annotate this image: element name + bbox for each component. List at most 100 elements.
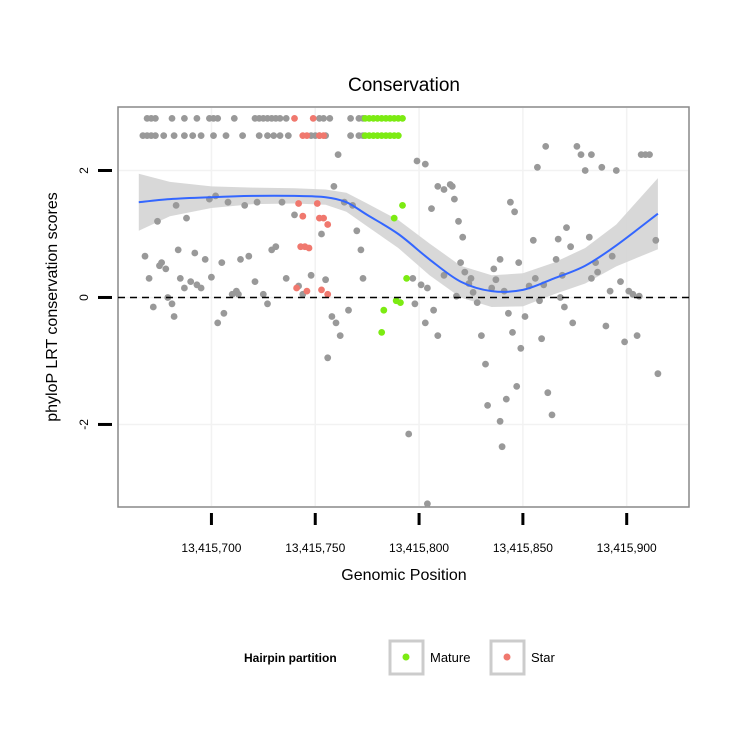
data-point-other [245,252,253,260]
data-point-other [521,313,529,320]
data-point-other [608,252,616,260]
y-tick-label: 2 [77,167,91,174]
data-point-star [320,214,327,222]
data-point-star [303,132,311,140]
data-point-other [529,236,537,244]
data-point-other [170,132,178,140]
data-point-star [295,200,302,207]
data-point-other [181,132,188,140]
data-point-other [511,208,518,216]
data-point-other [531,275,539,282]
data-point-other [635,292,643,300]
data-point-star [324,221,332,228]
legend-label-star: Star [531,650,556,665]
data-point-other [152,132,159,140]
data-point-other [230,115,238,122]
data-point-other [160,132,168,140]
data-point-other [428,205,435,213]
data-point-mature [380,306,388,314]
data-point-other [556,294,564,301]
data-point-other [602,322,610,330]
data-point-other [270,132,278,140]
data-point-mature [378,329,386,336]
data-point-other [251,278,259,285]
x-tick-label: 13,415,750 [285,541,345,555]
data-point-star [291,115,298,122]
data-point-other [357,246,365,254]
points-mature-series [361,115,410,336]
data-point-other [455,217,462,225]
data-point-other [542,143,550,150]
data-point-other [606,287,614,295]
data-point-other [197,132,205,140]
data-point-other [359,275,367,282]
data-point-other [324,354,332,362]
smooth-confidence-band [138,173,658,307]
data-point-other [633,332,641,339]
data-point-other [320,115,327,122]
grid-lines [119,108,688,506]
data-point-other [322,276,329,284]
data-point-other [459,233,467,241]
data-point-other [569,319,577,327]
x-tick-label: 13,415,800 [389,541,449,555]
data-point-other [577,151,585,159]
data-point-other [328,313,336,320]
data-point-other [517,344,525,352]
data-point-other [612,167,620,174]
data-point-other [617,278,624,285]
data-point-other [588,275,595,282]
y-tick-label: -2 [77,419,91,430]
data-point-mature [399,202,406,209]
data-point-other [484,402,491,409]
data-point-star [293,284,300,292]
data-point-other [330,183,338,190]
data-point-other [573,143,581,150]
data-point-other [218,259,226,266]
plot-panel [117,106,690,508]
data-point-other [581,167,589,174]
data-point-other [214,115,222,122]
data-point-other [440,271,448,279]
data-point-star [320,132,327,140]
data-point-other [490,265,498,273]
data-point-other [191,249,199,257]
data-point-other [451,195,458,203]
legend: Hairpin partition Mature Star [244,639,556,676]
data-point-other [629,290,637,298]
data-point-star [305,244,313,252]
data-point-other [170,313,178,320]
data-point-other [276,115,284,122]
data-point-other [534,163,541,171]
data-point-other [405,430,413,438]
data-point-other [411,300,419,308]
x-tick-label: 13,415,700 [181,541,241,555]
data-point-other [434,183,442,190]
data-point-star [324,290,332,298]
data-point-other [264,132,271,140]
data-point-other [141,252,149,260]
data-point-other [654,370,662,378]
data-point-other [621,338,628,346]
data-point-other [421,160,429,168]
data-point-other [174,246,182,254]
data-point-other [208,273,215,281]
data-point-other [162,265,170,273]
data-point-other [145,275,153,282]
data-point-other [467,275,475,282]
data-point-other [417,281,425,289]
data-point-other [652,236,660,244]
data-point-other [318,230,325,238]
legend-title: Hairpin partition [244,651,337,665]
data-point-mature [403,275,410,282]
data-point-other [307,271,315,279]
data-point-star [309,115,317,122]
data-point-other [505,309,512,317]
y-axis: -2 0 2 [77,167,112,430]
data-point-other [413,157,421,165]
data-point-other [181,115,188,122]
legend-dot-mature [402,653,410,661]
smooth-line-path [138,194,659,293]
data-point-other [502,395,510,403]
